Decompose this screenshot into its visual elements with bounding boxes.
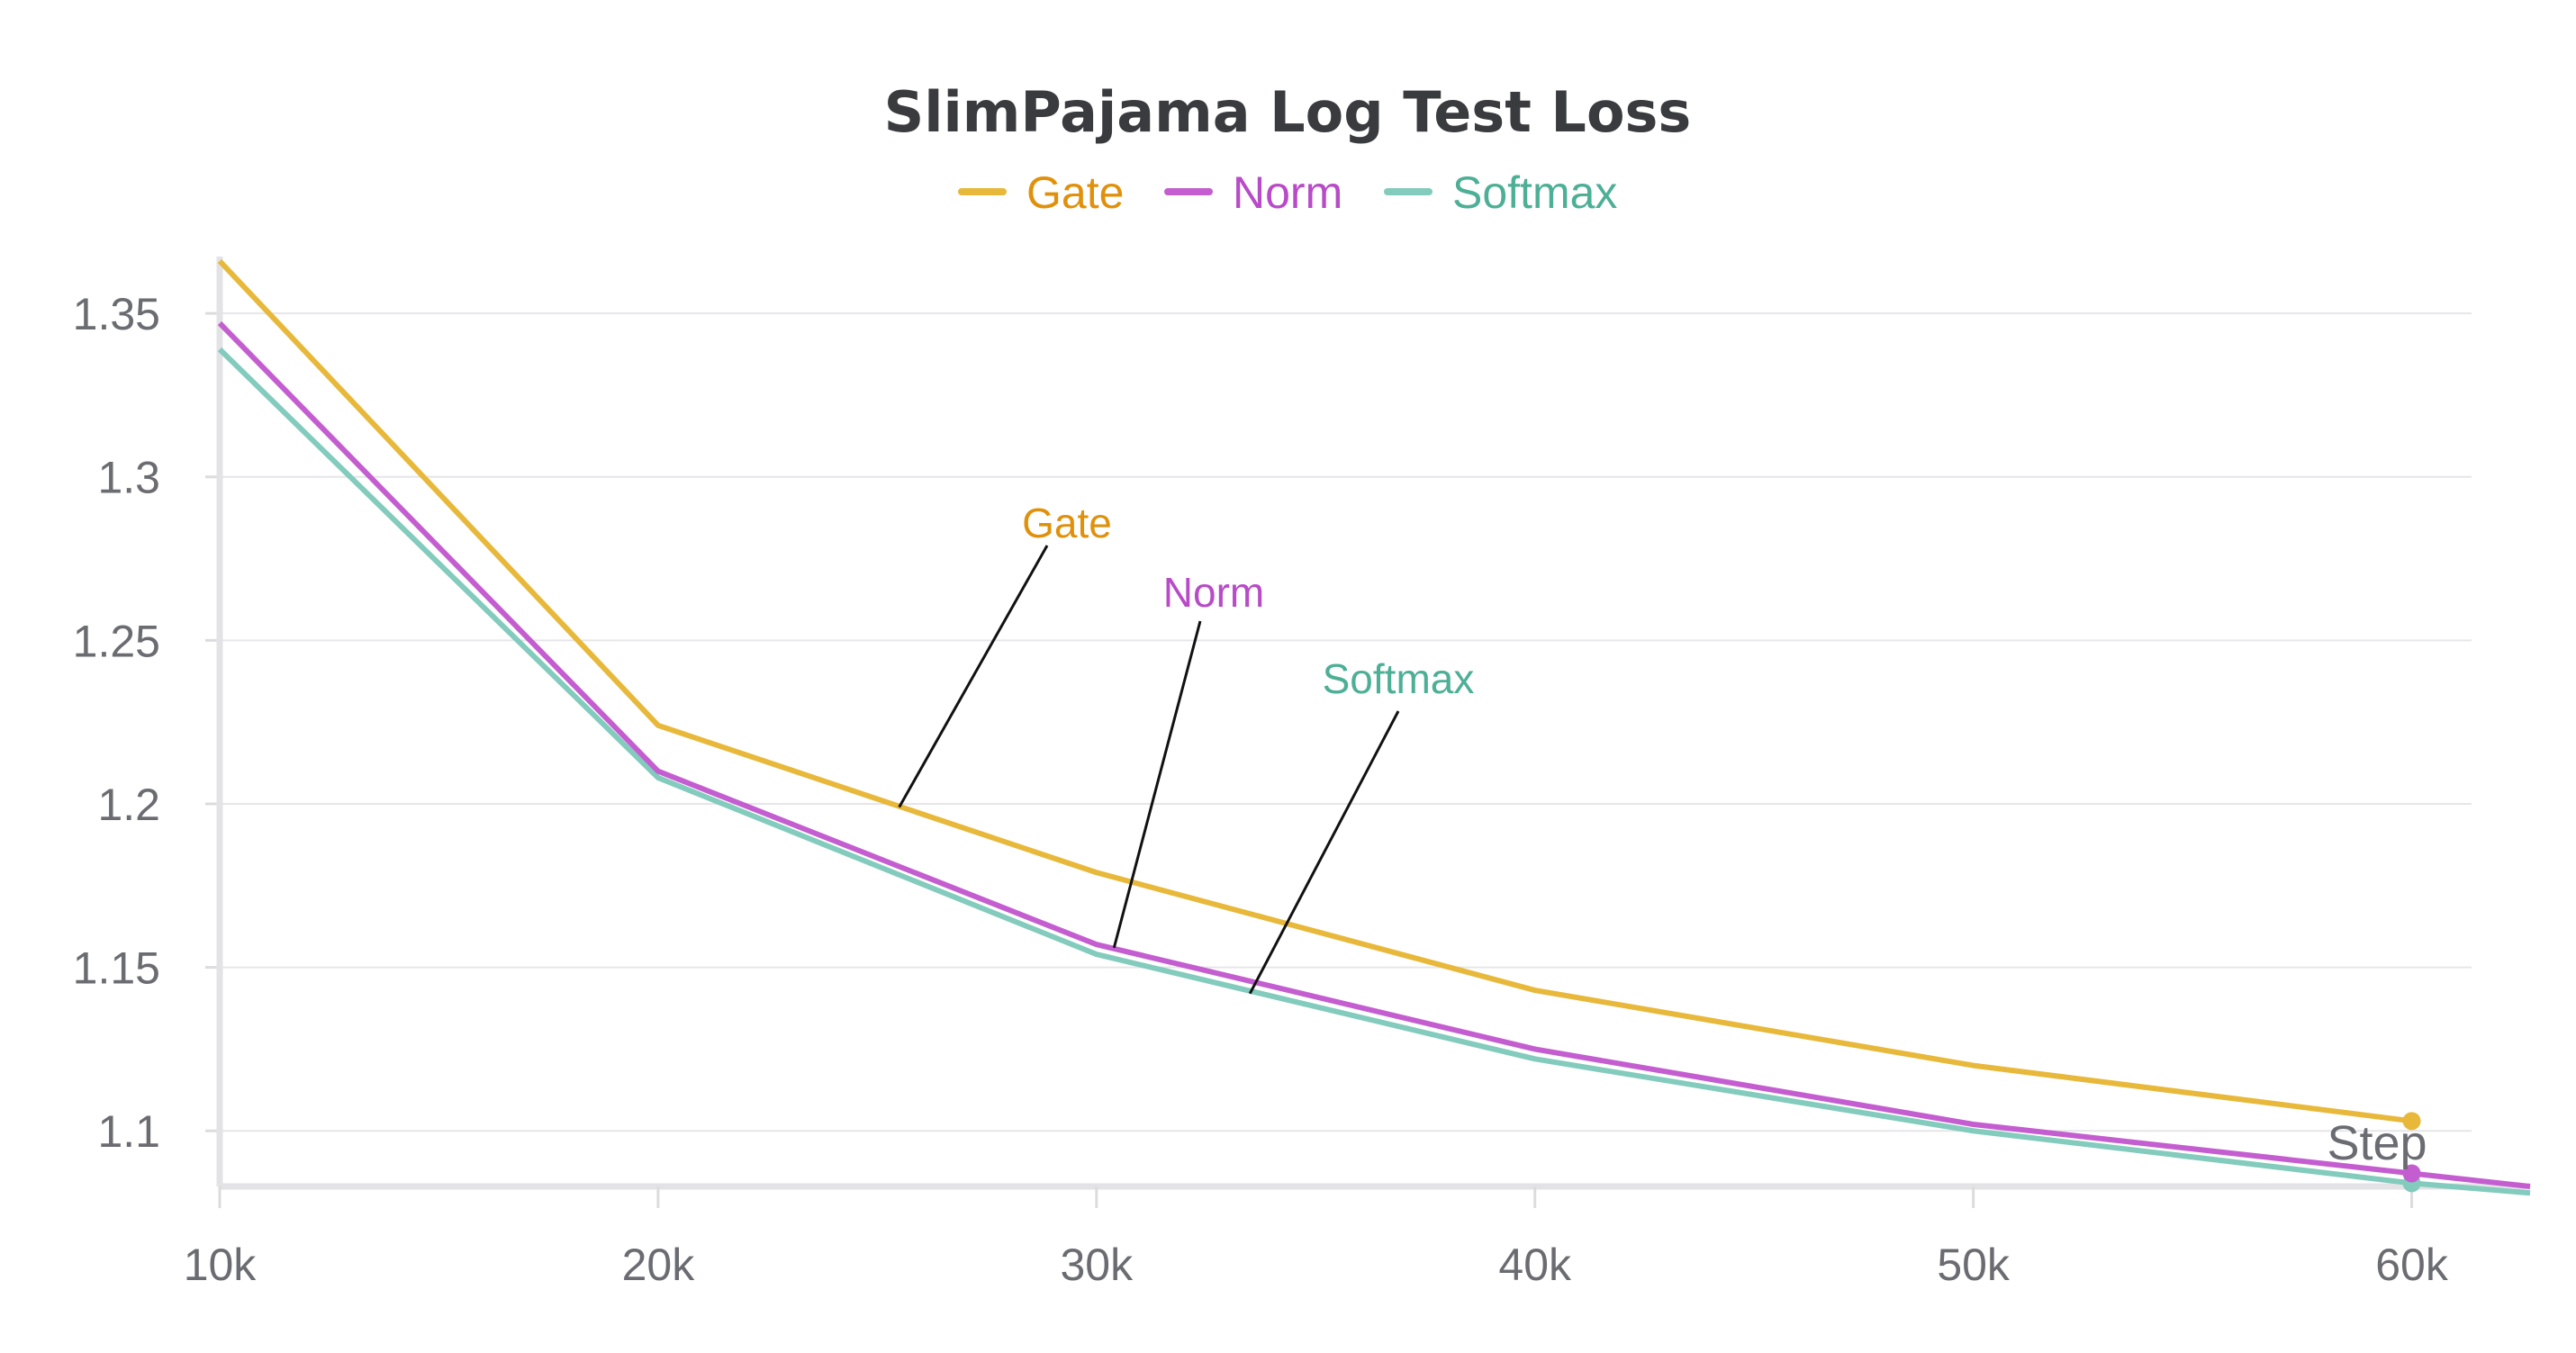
y-tick-label: 1.1 [97,1106,160,1157]
legend-label-gate: Gate [1026,167,1124,218]
y-tick-label: 1.2 [97,780,160,830]
series-marker-norm [2402,1164,2421,1183]
annotation-leader-norm [1112,620,1202,949]
annotation-label-gate: Gate [1022,500,1112,546]
x-tick-label: 60k [2375,1240,2449,1290]
y-tick-label: 1.35 [73,289,160,339]
y-tick-label: 1.25 [73,616,160,666]
grid [220,312,2472,1132]
annotation-leader-gate [898,545,1049,808]
y-tick-label: 1.15 [73,943,160,994]
annotations: Gate Norm Softmax [898,500,1475,995]
y-tick-label: 1.3 [97,453,160,503]
x-tick-label: 50k [1937,1240,2011,1290]
legend-label-norm: Norm [1233,167,1342,218]
x-tick-label: 10k [184,1240,258,1290]
x-tick-label: 20k [622,1240,696,1290]
axes [205,257,2530,1208]
annotation-leader-softmax [1248,710,1400,995]
tick-labels: 1.1 1.15 1.2 1.25 1.3 1.35 10k 20k 30k 40k 50k 60k [73,289,2449,1290]
legend: Gate Norm Softmax [958,167,1617,218]
legend-label-softmax: Softmax [1452,167,1617,218]
series-lines [217,258,2531,1196]
x-tick-label: 40k [1498,1240,1572,1290]
series-marker-gate [2402,1112,2421,1131]
x-axis-label: Step [2327,1116,2427,1170]
x-tick-label: 30k [1061,1240,1134,1290]
chart-title: SlimPajama Log Test Loss [884,79,1692,145]
annotation-label-norm: Norm [1163,569,1264,616]
series-line-gate [217,258,2412,1124]
annotation-label-softmax: Softmax [1323,655,1475,702]
series-line-softmax [217,347,2531,1196]
